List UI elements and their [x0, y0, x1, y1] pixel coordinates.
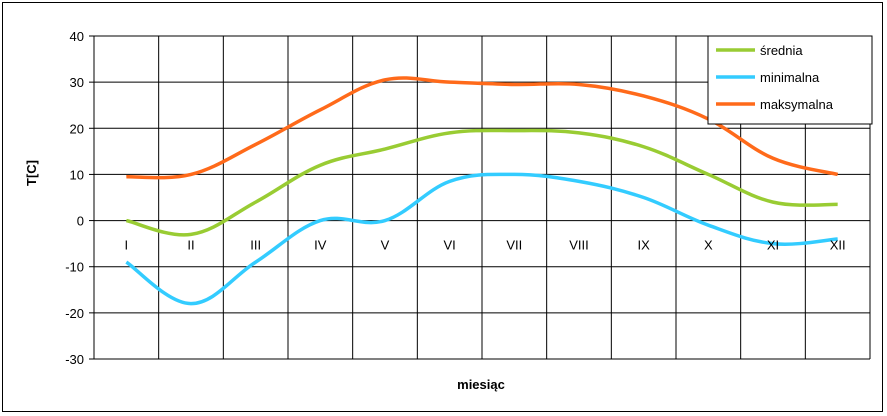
y-tick-label: -10 [65, 260, 84, 275]
x-tick-label: III [250, 238, 261, 253]
x-tick-label: II [187, 238, 194, 253]
series-line [125, 172, 838, 306]
x-tick-label: VI [444, 238, 456, 253]
y-tick-label: 40 [70, 29, 84, 44]
y-tick-label: 20 [70, 121, 84, 136]
x-tick-label: X [704, 238, 713, 253]
x-tick-label: VIII [569, 238, 589, 253]
x-tick-label: XI [767, 238, 779, 253]
legend-label: maksymalna [760, 97, 834, 112]
series-line [125, 128, 838, 237]
y-tick-label: 0 [77, 214, 84, 229]
y-tick-label: 10 [70, 167, 84, 182]
x-tick-label: XII [830, 238, 846, 253]
y-tick-label: -20 [65, 306, 84, 321]
x-tick-label: I [125, 238, 129, 253]
x-axis-title: miesiąc [457, 377, 505, 392]
x-tick-label: IV [314, 238, 327, 253]
x-tick-label: VII [506, 238, 522, 253]
x-tick-label: IX [638, 238, 651, 253]
y-tick-label: -30 [65, 352, 84, 367]
y-axis-title: T[C] [24, 160, 39, 186]
y-tick-label: 30 [70, 75, 84, 90]
legend-label: minimalna [760, 70, 820, 85]
legend: średnia minimalna maksymalna [707, 35, 873, 125]
x-tick-label: V [381, 238, 390, 253]
legend-label: średnia [760, 43, 803, 58]
